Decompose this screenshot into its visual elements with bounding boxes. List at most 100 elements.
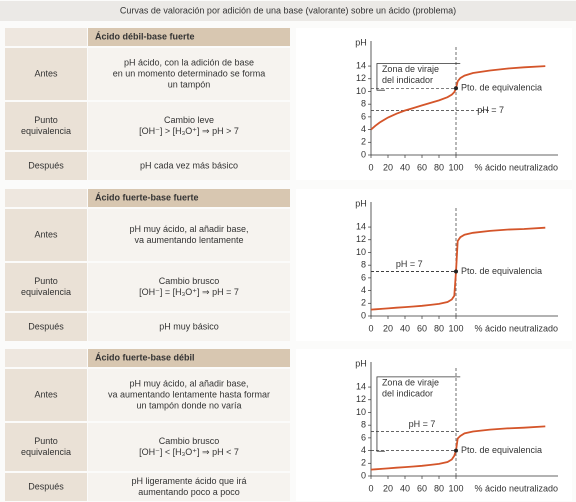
row-label: Punto xyxy=(34,276,58,286)
x-tick-label: 40 xyxy=(400,323,410,333)
row-text: [OH⁻] > [H₃O⁺] ⇒ pH > 7 xyxy=(139,126,239,136)
row-text: un tampón xyxy=(168,79,211,89)
x-tick-label: 80 xyxy=(434,483,444,493)
page-title: Curvas de valoración por adición de una … xyxy=(120,5,456,15)
x-tick-label: 20 xyxy=(383,323,393,333)
table-header-blank xyxy=(5,349,87,367)
indicator-zone xyxy=(376,63,461,91)
row-label-cell xyxy=(5,473,87,501)
y-axis-label: pH xyxy=(355,358,367,368)
y-tick-label: 2 xyxy=(361,137,366,147)
row-label-cell xyxy=(5,263,87,311)
row-text: Cambio leve xyxy=(164,115,214,125)
row-label-cell xyxy=(5,423,87,471)
y-tick-label: 0 xyxy=(361,149,366,159)
y-tick-label: 12 xyxy=(356,234,366,244)
indicator-zone-label: Zona de viraje xyxy=(382,377,439,387)
x-tick-label: 100 xyxy=(448,323,463,333)
row-text-cell xyxy=(88,473,290,501)
table-heading: Ácido fuerte-base débil xyxy=(95,352,195,362)
row-text: pH ligeramente ácido que irá xyxy=(131,476,246,486)
titration-curve xyxy=(370,65,546,131)
x-tick-label: 100 xyxy=(448,483,463,493)
y-tick-label: 8 xyxy=(361,260,366,270)
row-text-cell xyxy=(88,423,290,471)
equivalence-label: Pto. de equivalencia xyxy=(461,83,542,93)
row-label-cell xyxy=(5,102,87,150)
row-text: [OH⁻] < [H₃O⁺] ⇒ pH < 7 xyxy=(139,447,239,457)
chart-panel xyxy=(296,28,572,180)
x-tick-label: 60 xyxy=(417,162,427,172)
row-label-cell xyxy=(5,48,87,100)
row-label-cell xyxy=(5,152,87,180)
row-label-cell xyxy=(5,313,87,341)
y-tick-label: 0 xyxy=(361,470,366,480)
row-text: pH ácido, con la adición de base xyxy=(124,57,254,67)
y-tick-label: 12 xyxy=(356,394,366,404)
row-text: [OH⁻] = [H₃O⁺] ⇒ pH = 7 xyxy=(139,287,239,297)
row-text-cell xyxy=(88,369,290,421)
row-text-cell xyxy=(88,209,290,261)
row-text: va aumentando lentamente hasta formar xyxy=(108,389,270,399)
table-heading: Ácido débil-base fuerte xyxy=(95,31,195,41)
row-label: Punto xyxy=(34,115,58,125)
y-tick-label: 0 xyxy=(361,310,366,320)
y-tick-label: 10 xyxy=(356,86,366,96)
y-tick-label: 4 xyxy=(361,124,366,134)
y-tick-label: 14 xyxy=(356,221,366,231)
x-axis-label: % ácido neutralizado xyxy=(474,483,558,493)
row-text-cell xyxy=(88,152,290,180)
row-text: pH muy ácido, al añadir base, xyxy=(129,224,248,234)
title-band xyxy=(0,1,576,21)
row-text: aumentando poco a poco xyxy=(138,487,240,497)
equivalence-label: Pto. de equivalencia xyxy=(461,445,542,455)
table-header xyxy=(88,189,290,207)
y-tick-label: 4 xyxy=(361,285,366,295)
indicator-zone-label: del indicador xyxy=(382,75,433,85)
row-text-cell xyxy=(88,313,290,341)
y-tick-label: 10 xyxy=(356,247,366,257)
y-tick-label: 14 xyxy=(356,60,366,70)
row-label-cell xyxy=(5,209,87,261)
row-text: pH muy ácido, al añadir base, xyxy=(129,378,248,388)
row-label-cell xyxy=(5,369,87,421)
row-text: va aumentando lentamente xyxy=(134,235,243,245)
row-label: Antes xyxy=(34,68,58,78)
x-tick-label: 80 xyxy=(434,162,444,172)
x-tick-label: 0 xyxy=(368,323,373,333)
titration-curve xyxy=(370,226,546,311)
x-tick-label: 40 xyxy=(400,483,410,493)
row-text-cell xyxy=(88,263,290,311)
y-tick-label: 6 xyxy=(361,111,366,121)
y-tick-label: 2 xyxy=(361,298,366,308)
x-tick-label: 20 xyxy=(383,162,393,172)
row-text: pH cada vez más básico xyxy=(140,160,238,170)
indicator-zone xyxy=(376,376,461,452)
table-header-blank xyxy=(5,189,87,207)
y-axis-label: pH xyxy=(355,198,367,208)
x-tick-label: 80 xyxy=(434,323,444,333)
row-text: Cambio brusco xyxy=(159,436,220,446)
row-label: Después xyxy=(28,160,64,170)
x-tick-label: 60 xyxy=(417,483,427,493)
y-tick-label: 14 xyxy=(356,381,366,391)
neutral-label: pH = 7 xyxy=(396,259,423,269)
y-tick-label: 8 xyxy=(361,99,366,109)
x-tick-label: 0 xyxy=(368,483,373,493)
x-tick-label: 20 xyxy=(383,483,393,493)
x-tick-label: 60 xyxy=(417,323,427,333)
y-axis-label: pH xyxy=(355,37,367,47)
y-tick-label: 12 xyxy=(356,73,366,83)
row-text-cell xyxy=(88,48,290,100)
row-text: Cambio brusco xyxy=(159,276,220,286)
row-text: pH muy básico xyxy=(159,321,219,331)
row-label: Después xyxy=(28,481,64,491)
row-label: Antes xyxy=(34,389,58,399)
x-tick-label: 0 xyxy=(368,162,373,172)
equivalence-label: Pto. de equivalencia xyxy=(461,266,542,276)
y-tick-label: 4 xyxy=(361,445,366,455)
equivalence-point xyxy=(454,269,458,274)
y-tick-label: 6 xyxy=(361,432,366,442)
row-label: equivalencia xyxy=(21,126,71,136)
table-header-blank xyxy=(5,28,87,46)
